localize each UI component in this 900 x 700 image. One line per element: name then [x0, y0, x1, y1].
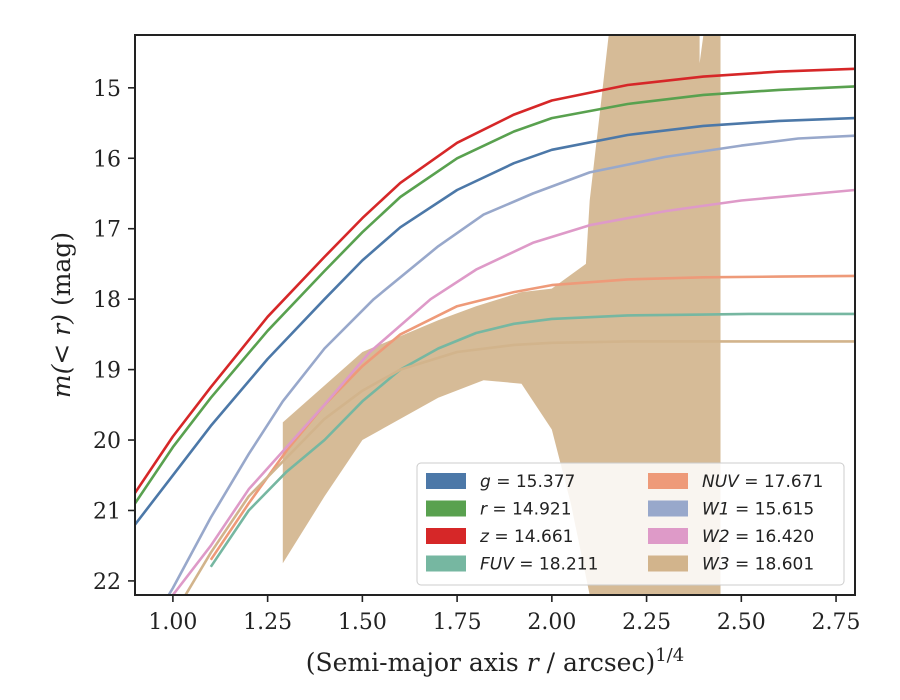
plot-frame — [134, 34, 856, 596]
y-tick-label: 18 — [93, 288, 121, 313]
y-tick-label: 17 — [93, 218, 121, 243]
x-tick-label: 1.50 — [338, 610, 387, 635]
band-w3 — [282, 35, 721, 595]
legend-label-w3: W3 = 18.601 — [702, 555, 814, 575]
x-axis: 1.00 1.25 1.50 1.75 2.00 2.25 2.50 2.75 — [148, 595, 861, 635]
y-axis: 15 16 17 18 19 20 21 22 — [93, 77, 135, 595]
y-tick-label: 19 — [93, 359, 121, 384]
series-line-w3 — [183, 340, 855, 595]
x-tick-label: 1.25 — [243, 610, 292, 635]
x-tick-label: 1.00 — [148, 610, 197, 635]
y-tick-label: 20 — [93, 429, 121, 454]
series-line-g — [135, 116, 855, 526]
series-line-nuv — [209, 274, 855, 561]
legend-swatch-w2 — [648, 528, 688, 544]
legend-label-r: r = 14.921 — [480, 500, 572, 520]
series-line-fuv — [209, 312, 855, 568]
legend-label-w2: W2 = 16.420 — [702, 527, 814, 547]
series-lines — [135, 67, 855, 595]
legend-label-g: g = 15.377 — [480, 472, 575, 492]
series-line-r — [135, 85, 855, 505]
x-tick-label: 2.75 — [812, 610, 861, 635]
legend-label-w1: W1 = 15.615 — [702, 500, 814, 520]
y-axis-title: m(< r) (mag) — [47, 232, 76, 398]
legend-swatch-nuv — [648, 473, 688, 489]
legend-swatch-g — [426, 473, 466, 489]
legend-swatch-z — [426, 528, 466, 544]
series-line-w1 — [167, 134, 855, 595]
y-tick-label: 16 — [93, 147, 121, 172]
x-tick-label: 1.75 — [433, 610, 482, 635]
legend-swatch-r — [426, 500, 466, 517]
x-tick-label: 2.25 — [622, 610, 671, 635]
series-line-z — [135, 67, 855, 494]
legend-swatch-fuv — [426, 555, 466, 572]
legend: g = 15.377 r = 14.921 z = 14.661 FUV = 18.2… — [416, 462, 845, 586]
legend-swatch-w3 — [648, 555, 688, 572]
legend-box — [416, 462, 845, 586]
y-tick-label: 15 — [93, 77, 121, 102]
y-tick-label: 21 — [93, 499, 121, 524]
y-tick-label: 22 — [93, 570, 121, 595]
uncertainty-bands — [282, 35, 721, 595]
legend-label-fuv: FUV = 18.211 — [480, 555, 598, 575]
x-axis-title: (Semi-major axis r / arcsec)1/4 — [306, 645, 684, 677]
legend-label-nuv: NUV = 17.671 — [702, 472, 823, 492]
series-line-w2 — [171, 188, 855, 595]
legend-label-z: z = 14.661 — [479, 527, 573, 547]
x-tick-label: 2.00 — [527, 610, 576, 635]
x-tick-label: 2.50 — [717, 610, 766, 635]
legend-swatch-w1 — [648, 500, 688, 517]
